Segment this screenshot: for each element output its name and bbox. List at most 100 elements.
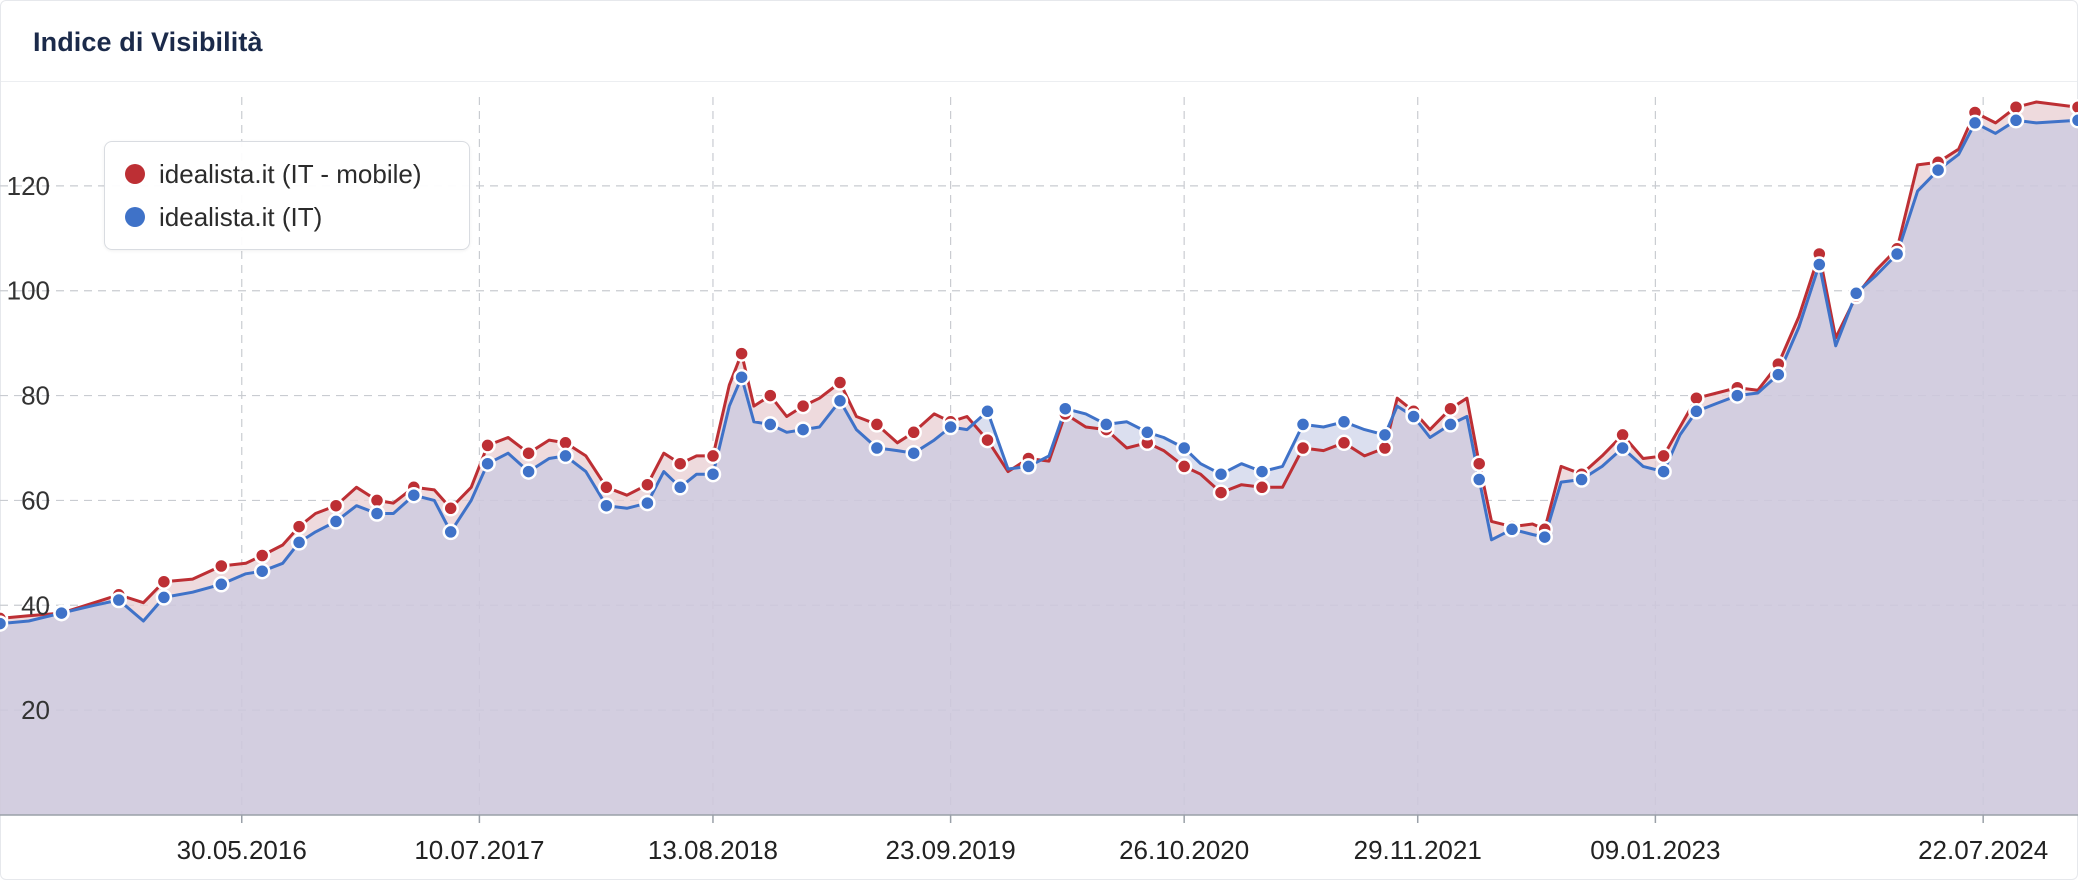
data-point[interactable] <box>368 505 386 522</box>
data-point[interactable] <box>1294 439 1312 457</box>
data-point[interactable] <box>942 418 959 436</box>
y-tick-label: 100 <box>7 276 50 306</box>
data-point[interactable] <box>253 547 271 564</box>
data-point[interactable] <box>733 368 750 386</box>
data-point[interactable] <box>1020 458 1037 475</box>
data-point[interactable] <box>794 397 812 415</box>
data-point[interactable] <box>1470 471 1488 488</box>
data-point[interactable] <box>1470 455 1488 472</box>
data-point[interactable] <box>1614 439 1631 457</box>
data-point[interactable] <box>671 455 689 472</box>
data-point[interactable] <box>442 500 459 517</box>
data-point[interactable] <box>1929 161 1947 179</box>
x-tick-label: 23.09.2019 <box>886 835 1016 865</box>
data-point[interactable] <box>671 479 689 496</box>
data-point[interactable] <box>704 465 722 483</box>
data-point[interactable] <box>479 437 496 454</box>
data-point[interactable] <box>327 513 345 530</box>
data-point[interactable] <box>53 604 70 622</box>
data-point[interactable] <box>1098 416 1115 433</box>
y-tick-label: 120 <box>7 171 50 201</box>
data-point[interactable] <box>733 345 750 362</box>
data-point[interactable] <box>1212 484 1230 501</box>
data-point[interactable] <box>253 562 271 580</box>
data-point[interactable] <box>868 416 886 433</box>
legend-item-desktop[interactable]: idealista.it (IT) <box>125 201 322 233</box>
data-point[interactable] <box>639 494 656 512</box>
legend-item-mobile[interactable]: idealista.it (IT - mobile) <box>125 158 422 190</box>
data-point[interactable] <box>639 476 656 493</box>
chart-legend: idealista.it (IT - mobile) idealista.it … <box>104 141 470 250</box>
data-point[interactable] <box>1253 479 1271 496</box>
data-point[interactable] <box>110 591 128 609</box>
data-point[interactable] <box>831 374 849 391</box>
series-markers[interactable] <box>0 98 2078 632</box>
data-point[interactable] <box>290 518 308 535</box>
data-point[interactable] <box>1688 403 1705 420</box>
legend-dot-desktop <box>125 207 145 227</box>
data-point[interactable] <box>704 447 722 465</box>
data-point[interactable] <box>1811 256 1828 273</box>
data-point[interactable] <box>290 534 308 551</box>
data-point[interactable] <box>2007 112 2025 129</box>
data-point[interactable] <box>905 444 922 462</box>
data-point[interactable] <box>0 615 9 632</box>
data-point[interactable] <box>1442 416 1459 433</box>
data-point[interactable] <box>598 497 615 514</box>
data-point[interactable] <box>979 431 996 449</box>
data-point[interactable] <box>979 403 996 420</box>
x-tick-label: 13.08.2018 <box>648 835 778 865</box>
data-point[interactable] <box>1139 424 1156 441</box>
data-point[interactable] <box>442 523 459 541</box>
data-point[interactable] <box>405 486 423 504</box>
data-point[interactable] <box>1175 458 1193 475</box>
data-point[interactable] <box>1966 114 1984 132</box>
data-point[interactable] <box>831 392 849 410</box>
data-point[interactable] <box>1057 400 1074 417</box>
data-point[interactable] <box>155 573 173 590</box>
legend-label-mobile: idealista.it (IT - mobile) <box>159 158 422 189</box>
data-point[interactable] <box>762 387 779 404</box>
legend-label-desktop: idealista.it (IT) <box>159 201 323 232</box>
data-point[interactable] <box>557 447 574 465</box>
data-point[interactable] <box>1376 426 1394 444</box>
data-point[interactable] <box>479 455 496 472</box>
data-point[interactable] <box>2069 98 2078 116</box>
data-point[interactable] <box>155 589 173 606</box>
data-point[interactable] <box>1442 400 1459 417</box>
visibility-chart[interactable]: 20 40 60 80 100 120 30.05.2016 10.07.2017 13.08.… <box>0 81 2078 880</box>
data-point[interactable] <box>1405 408 1422 425</box>
data-point[interactable] <box>598 479 615 496</box>
data-point[interactable] <box>2069 112 2078 129</box>
data-point[interactable] <box>1175 439 1193 457</box>
y-tick-label: 80 <box>21 381 50 411</box>
data-point[interactable] <box>1212 465 1230 483</box>
data-point[interactable] <box>1294 416 1312 433</box>
data-point[interactable] <box>520 444 537 462</box>
data-point[interactable] <box>327 497 345 514</box>
data-point[interactable] <box>1888 245 1906 263</box>
data-point[interactable] <box>1655 447 1672 465</box>
data-point[interactable] <box>1503 521 1521 538</box>
data-point[interactable] <box>1335 434 1353 452</box>
data-point[interactable] <box>1253 463 1271 480</box>
data-point[interactable] <box>1536 528 1553 546</box>
data-point[interactable] <box>1655 463 1672 480</box>
data-point[interactable] <box>905 424 922 441</box>
data-point[interactable] <box>868 439 886 457</box>
series-area-1 <box>0 120 2078 816</box>
data-point[interactable] <box>1847 285 1865 302</box>
data-point[interactable] <box>213 576 230 593</box>
y-tick-label: 20 <box>21 695 50 725</box>
x-tick-label: 09.01.2023 <box>1590 835 1720 865</box>
data-point[interactable] <box>1770 366 1787 383</box>
x-tick-label: 29.11.2021 <box>1354 835 1482 865</box>
data-point[interactable] <box>520 463 537 480</box>
x-tick-label: 30.05.2016 <box>177 835 307 865</box>
data-point[interactable] <box>794 421 812 438</box>
data-point[interactable] <box>1729 387 1746 404</box>
data-point[interactable] <box>213 557 230 575</box>
data-point[interactable] <box>1573 471 1590 488</box>
data-point[interactable] <box>1335 413 1353 431</box>
data-point[interactable] <box>762 416 779 433</box>
